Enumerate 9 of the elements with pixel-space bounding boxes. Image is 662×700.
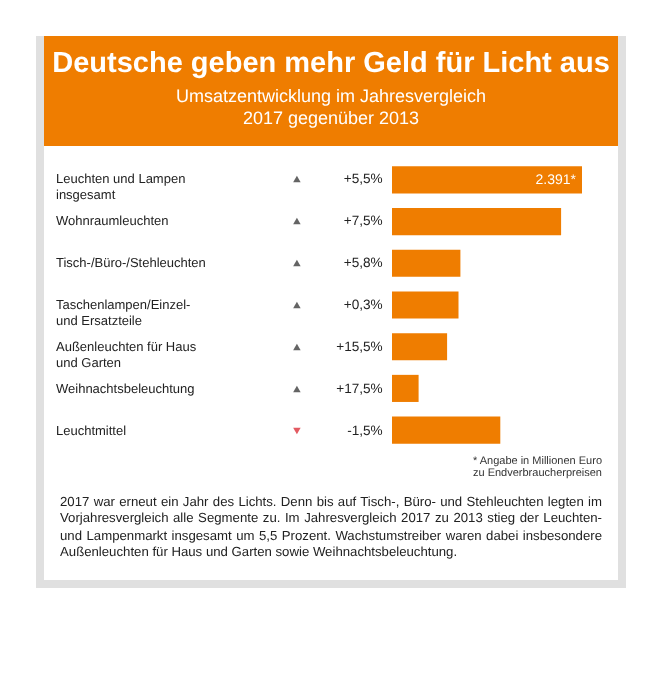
bar (392, 290, 459, 318)
bar (392, 207, 562, 235)
bar (392, 373, 419, 401)
bar (392, 415, 501, 443)
chart-title: Deutsche geben mehr Geld für Licht aus (52, 48, 610, 80)
bar (392, 332, 448, 360)
bar (392, 248, 461, 276)
bar (392, 165, 582, 193)
chart-subtitle: Umsatzentwicklung im Jahresvergleich 2017 gegenüber 2013 (173, 86, 489, 131)
